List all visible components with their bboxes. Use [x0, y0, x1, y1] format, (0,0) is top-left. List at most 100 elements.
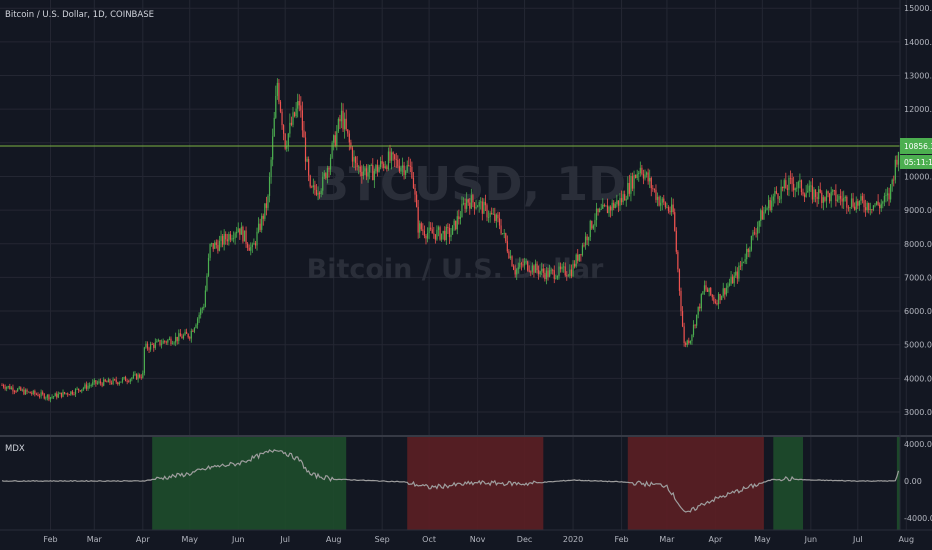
candle-body: [51, 396, 53, 398]
candle-body: [179, 333, 181, 337]
candle-body: [63, 392, 66, 394]
candle-body: [666, 207, 668, 208]
candle-body: [763, 211, 765, 220]
candle-body: [589, 220, 591, 238]
candle-body: [387, 151, 390, 170]
candle-body: [290, 122, 293, 125]
last-price-box: [900, 138, 932, 154]
indicator-label: MDX: [5, 444, 25, 454]
candle-body: [700, 294, 702, 309]
candle-body: [32, 390, 34, 394]
candle-body: [57, 394, 59, 398]
candle-body: [171, 343, 174, 345]
candle-body: [481, 201, 483, 214]
candle-body: [21, 389, 23, 391]
candle-body: [104, 379, 106, 382]
candle-body: [10, 387, 12, 390]
candle-body: [27, 391, 30, 393]
candle-body: [120, 381, 122, 383]
candle-body: [156, 340, 158, 343]
candle-body: [160, 343, 163, 346]
price-tick-label: 5000.00: [904, 341, 932, 350]
candle-body: [109, 379, 111, 383]
time-tick-label: Feb: [43, 535, 57, 544]
candle-body: [713, 297, 715, 302]
candle-body: [592, 225, 594, 229]
candle-body: [453, 220, 455, 226]
candle-body: [681, 311, 684, 327]
candle-body: [874, 204, 876, 206]
candle-body: [340, 110, 343, 122]
price-tick-label: 10000.00: [904, 172, 932, 181]
candle-body: [433, 233, 435, 235]
indicator-band: [407, 437, 544, 530]
candle-body: [384, 166, 386, 168]
candle-body: [839, 195, 842, 199]
candle-body: [459, 217, 461, 220]
candle-body: [1, 385, 3, 386]
candle-body: [719, 294, 721, 300]
candle-body: [475, 206, 477, 209]
candle-body: [764, 209, 767, 212]
candle-body: [462, 203, 465, 204]
candle-body: [124, 377, 127, 382]
candle-body: [450, 234, 452, 238]
candle-body: [567, 275, 569, 277]
candle-body: [559, 266, 562, 270]
candle-body: [455, 220, 457, 230]
candle-body: [31, 393, 33, 395]
candle-body: [896, 159, 898, 165]
candle-body: [76, 388, 78, 390]
countdown-box: [900, 155, 932, 169]
candle-body: [782, 186, 784, 189]
candle-body: [855, 201, 857, 210]
candle-body: [284, 133, 286, 149]
candle-body: [59, 392, 61, 395]
candle-body: [858, 200, 860, 206]
candle-body: [461, 203, 463, 218]
candle-body: [794, 188, 796, 191]
candle-body: [56, 393, 58, 398]
candle-body: [256, 231, 258, 246]
candle-body: [591, 220, 593, 229]
candle-body: [714, 301, 717, 303]
candle-body: [251, 244, 253, 248]
candle-body: [570, 269, 573, 277]
candle-body: [339, 118, 341, 122]
candle-body: [523, 261, 526, 266]
candle-body: [373, 171, 375, 181]
candle-body: [383, 163, 385, 168]
candle-body: [502, 233, 504, 235]
candle-body: [129, 379, 131, 382]
candle-body: [400, 167, 402, 172]
candle-body: [491, 212, 493, 214]
candle-body: [46, 394, 48, 398]
candle-body: [724, 288, 726, 295]
price-tick-label: 8000.00: [904, 240, 932, 249]
candle-body: [436, 229, 438, 240]
candle-body: [785, 180, 787, 189]
candle-body: [769, 200, 771, 211]
candle-body: [412, 177, 415, 188]
candle-body: [880, 203, 882, 209]
candle-body: [322, 176, 324, 191]
candle-body: [630, 176, 632, 194]
candle-body: [442, 230, 444, 234]
candle-body: [520, 263, 523, 265]
candle-body: [243, 230, 246, 242]
price-tick-label: 7000.00: [904, 273, 932, 282]
candle-body: [142, 372, 144, 378]
candle-body: [705, 285, 707, 290]
candle-body: [4, 387, 6, 389]
candle-body: [771, 200, 773, 211]
candle-body: [894, 159, 896, 180]
candle-body: [746, 249, 748, 260]
candle-body: [699, 306, 701, 309]
candle-body: [511, 256, 513, 267]
candle-body: [79, 390, 81, 392]
candle-body: [498, 218, 501, 226]
candle-body: [223, 233, 225, 245]
candle-body: [650, 177, 652, 189]
candle-body: [458, 216, 460, 220]
